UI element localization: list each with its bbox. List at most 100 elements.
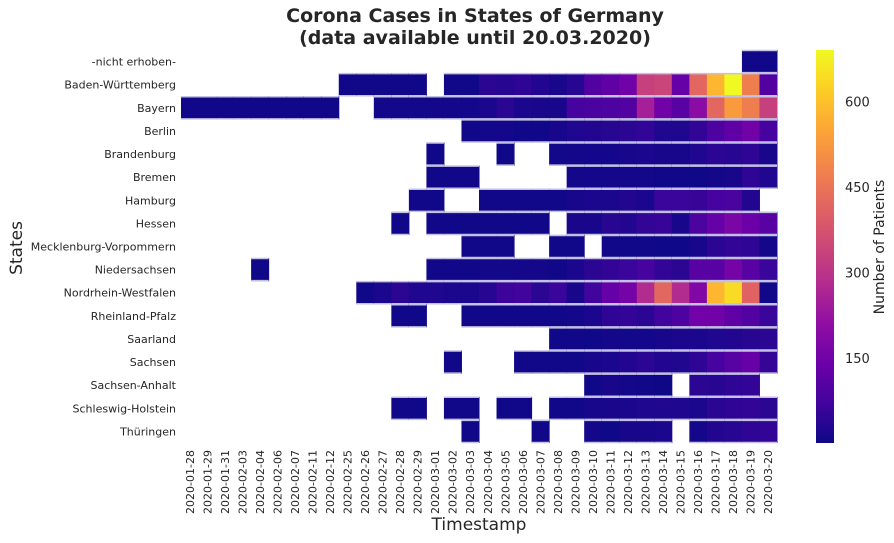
heatmap-cell <box>584 350 603 374</box>
heatmap-cell <box>619 96 638 120</box>
heatmap-cell <box>601 211 620 235</box>
heatmap-cell <box>724 234 743 259</box>
heatmap-cell <box>636 304 655 328</box>
heatmap-cell <box>706 188 725 212</box>
heatmap-cell <box>619 373 638 397</box>
heatmap-cell <box>426 211 445 235</box>
heatmap-cell <box>724 73 743 97</box>
heatmap-cell <box>479 96 498 120</box>
heatmap-cell <box>741 234 760 259</box>
heatmap-cell <box>619 327 638 351</box>
heatmap-cell <box>654 281 673 305</box>
heatmap-cell <box>759 258 778 282</box>
heatmap-cell <box>741 258 760 282</box>
heatmap-cell <box>689 188 708 212</box>
heatmap-cell <box>706 304 725 328</box>
heatmap-cell <box>759 281 778 305</box>
heatmap-cell <box>479 258 498 282</box>
heatmap-cell <box>479 211 498 235</box>
heatmap-cell <box>461 119 480 143</box>
heatmap-cell <box>549 281 568 305</box>
heatmap-cell <box>636 119 655 143</box>
heatmap-cell <box>549 119 568 143</box>
heatmap-cell <box>619 119 638 143</box>
heatmap-cell <box>391 304 410 328</box>
heatmap-cell <box>549 142 568 166</box>
heatmap-cell <box>741 96 760 120</box>
heatmap-cell <box>636 396 655 420</box>
heatmap-cell <box>601 350 620 374</box>
heatmap-cell <box>461 73 480 97</box>
heatmap-cell <box>759 419 778 443</box>
x-axis-label: Timestamp <box>431 515 527 535</box>
y-tick-label: Hessen <box>136 217 176 230</box>
y-tick-label: Hamburg <box>125 194 176 207</box>
heatmap-cell <box>706 373 725 397</box>
heatmap-cell <box>706 142 725 166</box>
heatmap-cell <box>566 281 585 305</box>
heatmap-cell <box>584 258 603 282</box>
heatmap-cell <box>496 304 515 328</box>
heatmap-cell <box>636 188 655 212</box>
y-tick-label: Sachsen-Anhalt <box>90 379 176 392</box>
heatmap-cell <box>689 234 708 259</box>
heatmap-cell <box>584 373 603 397</box>
heatmap-cell <box>724 373 743 397</box>
heatmap-cell <box>636 73 655 97</box>
heatmap-cell <box>461 165 480 189</box>
heatmap-cell <box>759 327 778 351</box>
chart-title-line-1: Corona Cases in States of Germany <box>286 5 664 27</box>
heatmap-cell <box>601 73 620 97</box>
heatmap-cell <box>584 211 603 235</box>
heatmap-cell <box>689 396 708 420</box>
heatmap-cell <box>514 96 533 120</box>
heatmap-cell <box>724 119 743 143</box>
heatmap-cell <box>496 258 515 282</box>
x-tick-label: 2020-02-11 <box>306 450 319 514</box>
heatmap-cell <box>461 396 480 420</box>
heatmap-cell <box>706 234 725 259</box>
heatmap-cell <box>391 96 410 120</box>
heatmap-cell <box>759 96 778 120</box>
heatmap-cell <box>408 281 427 305</box>
heatmap-cell <box>373 73 392 97</box>
y-tick-labels: -nicht erhoben- Baden-Württemberg Bayern Be… <box>31 56 177 439</box>
heatmap-cell <box>654 73 673 97</box>
heatmap-cell <box>321 96 340 120</box>
heatmap-cell <box>741 73 760 97</box>
x-tick-label: 2020-03-17 <box>710 450 723 514</box>
heatmap-cell <box>689 119 708 143</box>
heatmap-cell <box>636 211 655 235</box>
y-tick-label: Brandenburg <box>104 148 176 161</box>
heatmap-cell <box>636 234 655 259</box>
heatmap-cell <box>601 96 620 120</box>
heatmap-cell <box>496 211 515 235</box>
heatmap-cell <box>549 188 568 212</box>
y-tick-label: Berlin <box>144 125 176 138</box>
heatmap-cell <box>636 96 655 120</box>
heatmap-cell <box>443 73 462 97</box>
heatmap-cell <box>601 304 620 328</box>
heatmap-cell <box>724 96 743 120</box>
heatmap-cell <box>601 165 620 189</box>
heatmap-cell <box>496 96 515 120</box>
heatmap-cell <box>566 73 585 97</box>
heatmap-cell <box>391 211 410 235</box>
heatmap-cell <box>356 73 375 97</box>
heatmap-cell <box>303 96 322 120</box>
heatmap-cell <box>216 96 235 120</box>
heatmap-cell <box>619 211 638 235</box>
x-tick-label: 2020-01-31 <box>219 450 232 514</box>
heatmap-cell <box>601 419 620 443</box>
heatmap-cell <box>584 142 603 166</box>
heatmap-cell <box>654 234 673 259</box>
x-tick-label: 2020-03-14 <box>657 450 670 514</box>
x-tick-label: 2020-02-06 <box>271 450 284 514</box>
heatmap-cell <box>706 327 725 351</box>
heatmap-cell <box>408 304 427 328</box>
heatmap-cell <box>706 165 725 189</box>
heatmap-cell <box>391 281 410 305</box>
heatmap-cell <box>566 350 585 374</box>
heatmap-cell <box>373 281 392 305</box>
heatmap-cell <box>601 327 620 351</box>
